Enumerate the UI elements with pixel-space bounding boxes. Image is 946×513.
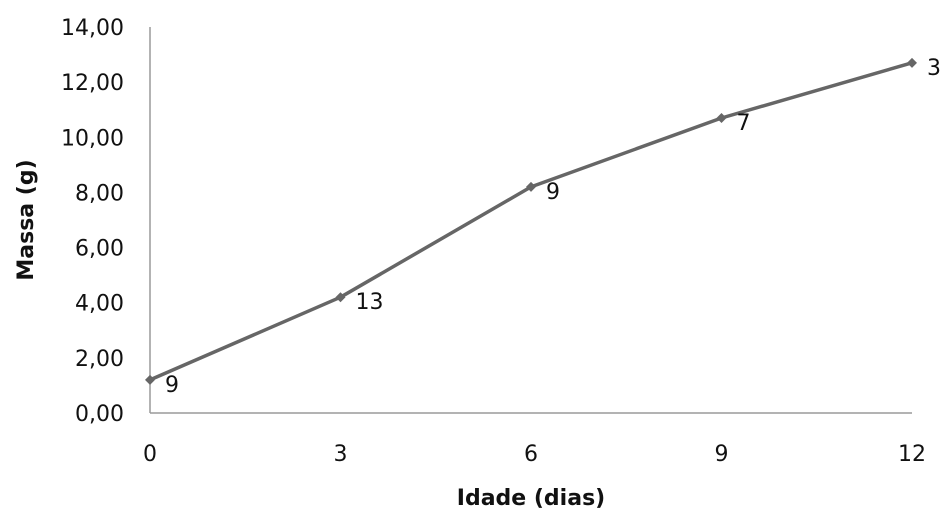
x-tick-label: 9 <box>715 442 729 467</box>
data-label: 9 <box>546 180 560 205</box>
y-tick-label: 8,00 <box>75 181 124 206</box>
y-tick-label: 6,00 <box>75 237 124 262</box>
x-tick-label: 3 <box>334 442 348 467</box>
y-tick-label: 0,00 <box>75 402 124 427</box>
data-label: 9 <box>165 373 179 398</box>
y-tick-labels: 0,00 2,00 4,00 6,00 8,00 10,00 12,00 14,00 <box>61 16 124 427</box>
y-tick-label: 12,00 <box>61 71 124 96</box>
y-tick-label: 4,00 <box>75 292 124 317</box>
data-point <box>907 57 917 68</box>
data-point <box>145 374 155 385</box>
x-tick-label: 12 <box>898 442 926 467</box>
x-tick-label: 0 <box>143 442 157 467</box>
series-layer <box>145 57 917 385</box>
x-axis-title: Idade (dias) <box>457 486 605 511</box>
data-labels: 9 13 9 7 3 <box>165 56 941 398</box>
data-point <box>716 112 727 123</box>
y-tick-label: 2,00 <box>75 347 124 372</box>
data-point <box>526 181 536 192</box>
axes <box>149 27 912 414</box>
y-tick-label: 10,00 <box>61 126 124 151</box>
data-label: 3 <box>927 56 941 81</box>
x-tick-labels: 0 3 6 9 12 <box>143 442 926 467</box>
data-label: 7 <box>737 111 751 136</box>
data-label: 13 <box>356 290 384 315</box>
series-line <box>149 61 913 382</box>
data-point <box>335 292 346 303</box>
y-tick-label: 14,00 <box>61 16 124 41</box>
x-tick-label: 6 <box>524 442 538 467</box>
y-axis-title: Massa (g) <box>14 159 39 280</box>
